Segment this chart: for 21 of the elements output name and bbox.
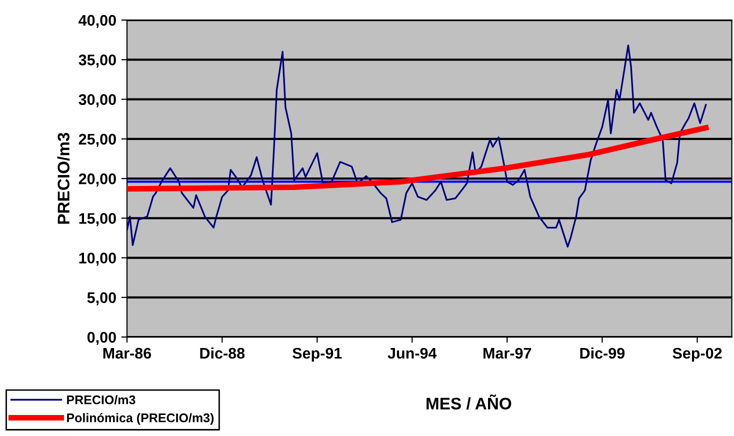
x-tick-label: Mar-86 <box>103 348 152 359</box>
y-axis-title: PRECIO/m3 <box>57 132 70 224</box>
y-tick-label: 15,00 <box>79 213 116 226</box>
y-tick-label: 40,00 <box>78 14 116 28</box>
line-series <box>126 44 707 248</box>
y-tick-label: 0,00 <box>87 332 116 345</box>
x-tick-label: Mar-97 <box>484 348 532 359</box>
y-tick-label: 25,00 <box>78 134 116 147</box>
x-tick-label: Dic-99 <box>580 347 625 359</box>
y-tick-label: 5,00 <box>87 292 116 306</box>
y-tick-label: 20,00 <box>78 173 116 186</box>
y-tick-label: 35,00 <box>78 54 116 68</box>
x-tick-label: Jun-94 <box>388 348 437 359</box>
x-tick-label: Sep-02 <box>672 348 722 362</box>
legend-label: PRECIO/m3 <box>67 395 136 404</box>
x-tick-label: Sep-91 <box>292 348 342 362</box>
x-axis-title: MES / AÑO <box>426 394 512 410</box>
x-tick-label: Dic-88 <box>200 347 245 359</box>
y-tick-label: 10,00 <box>79 252 116 266</box>
legend-label: Polinómica (PRECIO/m3) <box>67 412 214 425</box>
y-tick-label: 30,00 <box>78 94 116 108</box>
